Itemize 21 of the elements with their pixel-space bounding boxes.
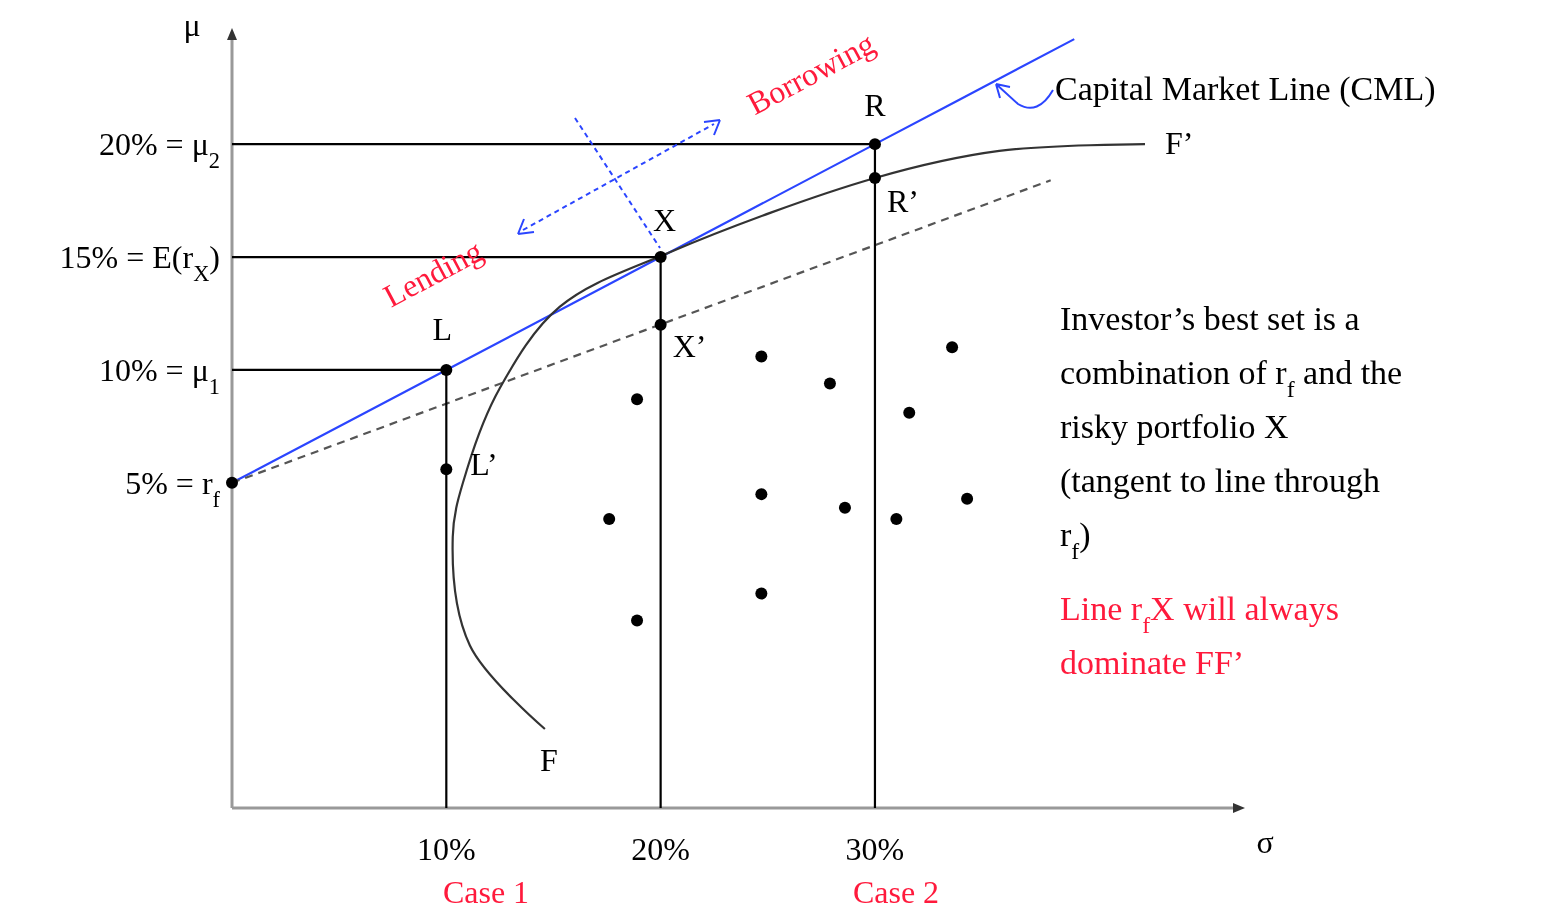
annotation: L’ <box>470 446 498 483</box>
annotation: X <box>653 202 677 239</box>
text: Case 2 <box>852 874 940 910</box>
annotation: R’ <box>886 183 919 219</box>
x-tick-label: 10% <box>416 831 476 867</box>
x-axis-title: σ <box>1256 824 1274 860</box>
text: Case 1 <box>442 874 530 910</box>
annotation: X’ <box>672 327 707 364</box>
y-tick-label: 10% = μ$_{1}$ <box>98 351 220 399</box>
y-axis-title: μ <box>183 7 201 43</box>
annotation: F <box>540 741 558 778</box>
y-tick-label: 5% = r$_{f}$ <box>125 464 221 512</box>
text: Investor’s best set is a combination of r$_{f}$ and the risky portfolio X (tangent to line through r$_{f}$) <box>1060 300 1403 564</box>
x-tick-label: 20% <box>631 831 690 867</box>
y-tick-label: 20% = μ$_{2}$ <box>98 126 220 173</box>
annotation: F’ <box>1164 125 1194 162</box>
y-tick-label: 15% = E(r$_{X}$) <box>59 239 220 286</box>
annotation: Line r$_{f}$X will always dominate FF’ <box>1060 590 1339 681</box>
x-tick-label: 30% <box>845 831 905 867</box>
legend-label: Capital Market Line (CML) <box>1055 70 1436 108</box>
annotation: L <box>432 310 453 347</box>
